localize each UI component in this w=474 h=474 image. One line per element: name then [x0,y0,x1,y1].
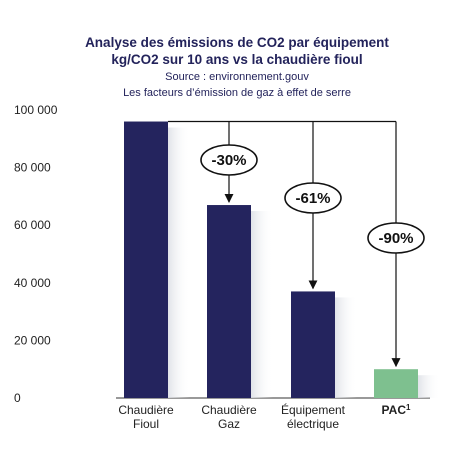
reduction-label: -30% [211,152,246,169]
chart-header: Analyse des émissions de CO2 par équipem… [0,34,474,100]
bar [207,205,251,398]
reduction-label: -90% [378,230,413,247]
category-label-line-2: Fioul [133,417,159,431]
bar [374,369,418,398]
y-tick-label: 0 [14,391,21,405]
chart-title-line-1: Analyse des émissions de CO2 par équipem… [85,35,389,50]
chart-note: Les facteurs d’émission de gaz à effet d… [123,87,351,99]
category-label: Chaudière [118,403,174,417]
chart-title-line-2: kg/CO2 sur 10 ans vs la chaudière fioul [111,52,363,67]
bar-shadow [418,375,440,398]
y-tick-label: 60 000 [14,218,51,232]
bar [124,121,168,399]
reduction-badge [367,222,425,254]
reduction-badge [200,144,258,176]
y-tick-label: 80 000 [14,161,51,175]
bar-shadow [251,211,273,398]
y-tick-label: 40 000 [14,276,51,290]
category-label-line-2: électrique [287,417,339,431]
y-tick-label: 20 000 [14,333,51,347]
reduction-badge [284,182,342,214]
bar [291,291,335,398]
category-label-line-2: Gaz [218,417,240,431]
category-label: PAC1 [382,403,411,418]
bar-shadow [335,297,357,398]
category-label: Chaudière [201,403,257,417]
bar-shadow [168,127,190,399]
y-tick-label: 100 000 [14,103,58,117]
reduction-label: -61% [295,190,330,207]
chart-source: Source : environnement.gouv [165,71,309,83]
category-label: Équipement [281,402,346,417]
category-superscript: 1 [406,403,411,412]
